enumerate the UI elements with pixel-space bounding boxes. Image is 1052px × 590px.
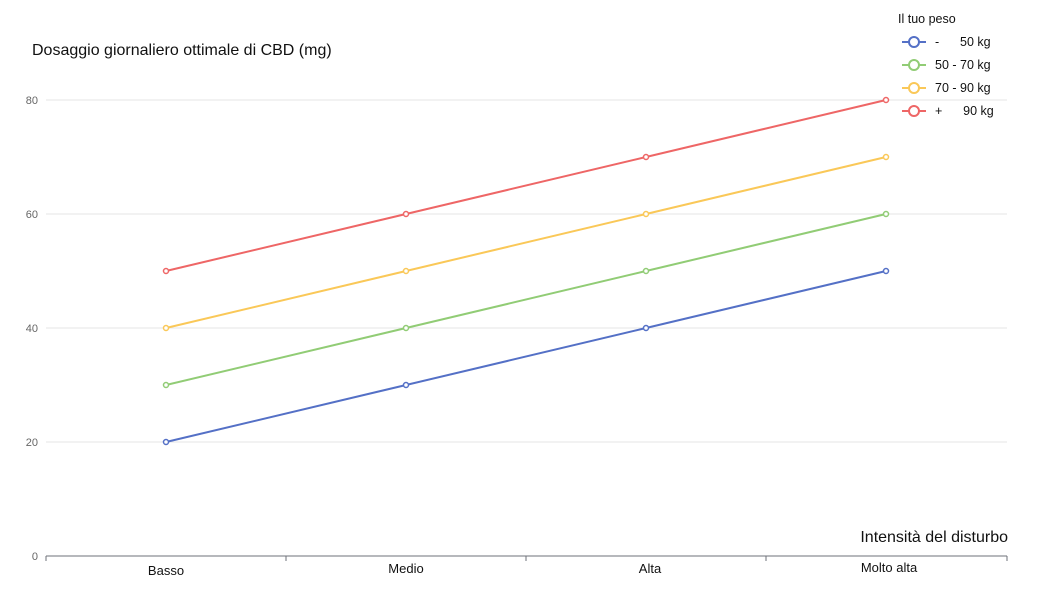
- series-line-0: [165, 270, 887, 443]
- data-point-3-1: [402, 210, 410, 218]
- legend-item-0: - 50 kg: [902, 35, 991, 49]
- legend-label-3: + 90 kg: [935, 104, 994, 118]
- x-tick-label-3: Molto alta: [861, 560, 918, 575]
- series-line-1: [165, 213, 887, 386]
- series-1: [162, 210, 890, 389]
- x-axis: Basso Medio Alta Molto alta: [45, 555, 1008, 578]
- y-axis-title: Dosaggio giornaliero ottimale di CBD (mg…: [32, 42, 332, 59]
- data-point-3-2: [642, 153, 650, 161]
- series-line-3: [165, 99, 887, 272]
- data-point-2-1: [402, 267, 410, 275]
- y-tick-label-60: 60: [26, 209, 38, 221]
- legend-marker-1: [908, 59, 920, 71]
- data-point-2-2: [642, 210, 650, 218]
- legend-item-1: 50 - 70 kg: [902, 58, 991, 72]
- series-2: [162, 153, 890, 332]
- x-tick-label-2: Alta: [639, 561, 662, 576]
- data-point-0-3: [882, 267, 890, 275]
- data-point-2-0: [162, 324, 170, 332]
- y-tick-label-80: 80: [26, 95, 38, 107]
- y-tick-label-40: 40: [26, 323, 38, 335]
- gridlines: [46, 99, 1007, 443]
- series-line-2: [165, 156, 887, 329]
- y-axis-ticks: 0 20 40 60 80: [26, 95, 38, 563]
- y-tick-label-0: 0: [32, 551, 38, 563]
- legend-item-3: + 90 kg: [902, 104, 994, 118]
- data-point-1-3: [882, 210, 890, 218]
- data-point-0-2: [642, 324, 650, 332]
- data-point-3-3: [882, 96, 890, 104]
- x-tick-label-0: Basso: [148, 563, 184, 578]
- data-point-3-0: [162, 267, 170, 275]
- data-point-1-0: [162, 381, 170, 389]
- y-tick-label-20: 20: [26, 437, 38, 449]
- legend-marker-0: [908, 36, 920, 48]
- series-3: [162, 96, 890, 275]
- legend-marker-2: [908, 82, 920, 94]
- data-point-1-2: [642, 267, 650, 275]
- legend-label-0: - 50 kg: [935, 35, 991, 49]
- series-0: [162, 267, 890, 446]
- data-point-0-0: [162, 438, 170, 446]
- data-point-2-3: [882, 153, 890, 161]
- data-point-0-1: [402, 381, 410, 389]
- legend-label-1: 50 - 70 kg: [935, 58, 991, 72]
- legend-item-2: 70 - 90 kg: [902, 81, 991, 95]
- legend-marker-3: [908, 105, 920, 117]
- legend: Il tuo peso - 50 kg 50 - 70 kg 70 - 90 kg +…: [898, 12, 994, 118]
- x-axis-title: Intensità del disturbo: [860, 529, 1008, 546]
- legend-label-2: 70 - 90 kg: [935, 81, 991, 95]
- series-lines: [162, 96, 890, 446]
- x-tick-label-1: Medio: [388, 561, 423, 576]
- legend-title: Il tuo peso: [898, 12, 956, 26]
- data-point-1-1: [402, 324, 410, 332]
